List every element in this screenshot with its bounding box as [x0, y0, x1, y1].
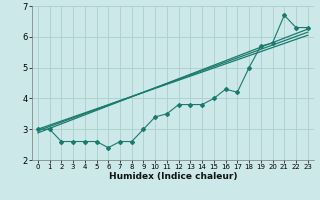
X-axis label: Humidex (Indice chaleur): Humidex (Indice chaleur): [108, 172, 237, 181]
